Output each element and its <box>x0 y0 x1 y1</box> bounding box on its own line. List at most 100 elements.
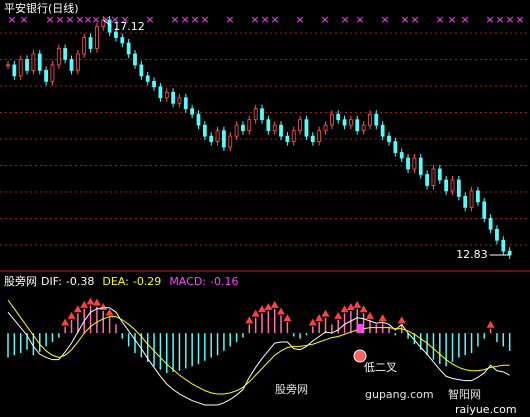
up-arrow <box>340 305 349 313</box>
candle <box>425 174 430 186</box>
candle <box>209 135 214 143</box>
candle <box>190 108 195 115</box>
candle <box>171 91 176 104</box>
marker: × <box>120 13 129 26</box>
marker: × <box>45 13 54 26</box>
candle <box>399 152 404 159</box>
chart-title: 平安银行(日线) <box>4 1 79 15</box>
candle <box>228 135 233 148</box>
candle <box>133 53 137 66</box>
legend-name: DEA: <box>102 275 128 288</box>
up-arrow <box>378 314 387 322</box>
candle <box>69 59 74 71</box>
candle <box>495 228 499 241</box>
candle <box>88 37 93 49</box>
candle <box>260 108 264 121</box>
marker: × <box>19 13 28 26</box>
marker: × <box>495 13 504 26</box>
marker: × <box>170 13 179 26</box>
candle <box>291 130 296 143</box>
up-arrow <box>486 320 495 328</box>
marker: × <box>7 13 16 26</box>
marker: × <box>260 13 269 26</box>
legend-value: -0.16 <box>210 275 238 288</box>
candle <box>234 124 239 137</box>
candle <box>285 135 290 143</box>
candle <box>329 113 334 126</box>
macd-line <box>7 307 510 406</box>
cross-marker <box>357 324 363 333</box>
up-arrow <box>270 300 279 308</box>
marker: × <box>190 13 199 26</box>
marker: × <box>447 13 456 26</box>
candle <box>444 179 449 192</box>
up-arrow <box>92 298 101 306</box>
candle <box>469 190 474 208</box>
candle <box>221 130 226 148</box>
candle <box>450 179 455 192</box>
candle <box>215 130 220 143</box>
candle <box>44 69 48 82</box>
candle <box>488 217 493 230</box>
candle <box>406 157 410 170</box>
candle <box>247 119 252 132</box>
up-arrow <box>258 305 266 313</box>
up-arrow <box>245 316 254 324</box>
candle <box>475 190 480 203</box>
candle <box>164 91 169 99</box>
marker: × <box>515 13 524 26</box>
marker: × <box>410 13 419 26</box>
candle <box>437 168 442 181</box>
marker: × <box>145 13 154 26</box>
candle <box>158 86 163 99</box>
cross-label: 低二叉 <box>364 361 397 374</box>
candle <box>368 113 372 126</box>
indicator-name: 股旁网 <box>4 274 37 288</box>
candle <box>336 113 341 121</box>
marker: × <box>55 13 64 26</box>
up-arrow <box>80 300 89 308</box>
watermark-left-url: gupang.com <box>365 388 434 401</box>
up-arrow <box>86 297 95 305</box>
up-arrow <box>397 316 406 324</box>
candle <box>183 97 188 110</box>
candle <box>272 124 277 132</box>
candle <box>456 179 461 197</box>
candle <box>6 64 10 67</box>
candle <box>82 37 87 55</box>
marker: × <box>270 13 279 26</box>
up-arrow <box>321 309 330 317</box>
legend-value: -0.29 <box>133 275 161 288</box>
up-arrow <box>315 314 324 322</box>
candle <box>482 201 487 219</box>
up-arrow <box>67 311 76 319</box>
candle <box>56 48 61 66</box>
macd-line <box>7 299 510 395</box>
cross-ball <box>353 349 367 363</box>
marker: × <box>200 13 209 26</box>
candle <box>374 113 379 126</box>
marker: × <box>505 13 514 26</box>
candle <box>114 31 118 38</box>
marker: × <box>110 13 119 26</box>
candle <box>12 64 17 77</box>
up-arrow <box>308 318 317 326</box>
candle <box>75 53 80 71</box>
up-arrow <box>61 318 70 326</box>
marker: × <box>91 13 100 26</box>
marker: × <box>180 13 189 26</box>
candle <box>120 37 125 44</box>
marker: × <box>295 13 304 26</box>
marker: × <box>380 13 389 26</box>
candle <box>177 97 182 104</box>
candle <box>279 124 283 137</box>
marker: × <box>83 13 92 26</box>
marker: × <box>250 13 259 26</box>
up-arrow <box>334 311 343 319</box>
candle <box>298 119 303 132</box>
candle <box>317 130 322 143</box>
up-arrow <box>283 314 292 322</box>
marker: × <box>485 13 494 26</box>
candle <box>310 135 315 143</box>
